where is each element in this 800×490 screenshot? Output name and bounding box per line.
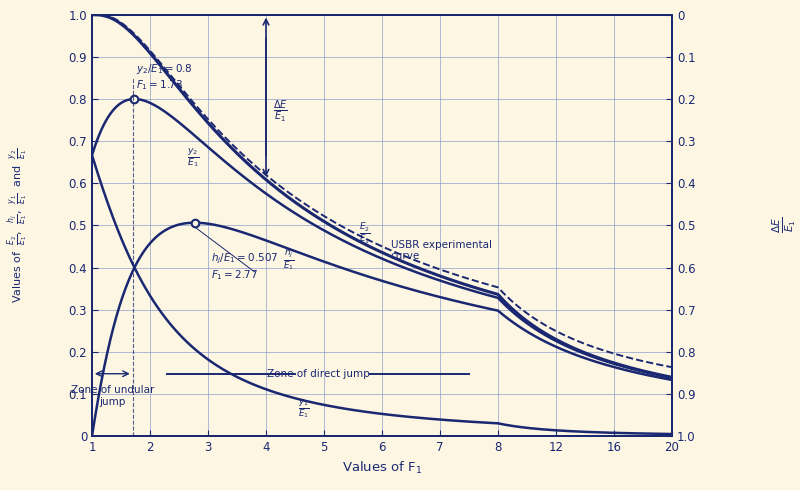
Text: $\frac{\Delta E}{E_1}$: $\frac{\Delta E}{E_1}$ <box>273 98 288 124</box>
Text: $\frac{y_1}{E_1}$: $\frac{y_1}{E_1}$ <box>298 397 310 420</box>
Text: $h_j/E_1 = 0.507$: $h_j/E_1 = 0.507$ <box>211 252 278 266</box>
Text: $\frac{h_j}{E_1}$: $\frac{h_j}{E_1}$ <box>283 246 295 272</box>
Text: $\frac{\Delta E}{E_1}$: $\frac{\Delta E}{E_1}$ <box>770 218 798 233</box>
Text: $\frac{y_2}{E_1}$: $\frac{y_2}{E_1}$ <box>187 147 200 170</box>
Text: Zone of direct jump: Zone of direct jump <box>267 369 370 379</box>
Text: $y_2/E_1 = 0.8$: $y_2/E_1 = 0.8$ <box>135 62 192 75</box>
Text: USBR experimental
curve: USBR experimental curve <box>390 240 492 262</box>
Text: $F_1 = 2.77$: $F_1 = 2.77$ <box>211 268 258 282</box>
Text: $F_1 = 1.73$: $F_1 = 1.73$ <box>135 78 182 92</box>
Text: Zone of undular
jump: Zone of undular jump <box>70 385 154 407</box>
X-axis label: Values of F$_1$: Values of F$_1$ <box>342 460 422 476</box>
Text: Values of  $\frac{E_2}{E_1}$,  $\frac{h_j}{E_1}$,  $\frac{y_1}{E_1}$  and  $\fra: Values of $\frac{E_2}{E_1}$, $\frac{h_j}… <box>5 147 30 303</box>
Text: $\frac{E_2}{E_1}$: $\frac{E_2}{E_1}$ <box>358 221 370 246</box>
